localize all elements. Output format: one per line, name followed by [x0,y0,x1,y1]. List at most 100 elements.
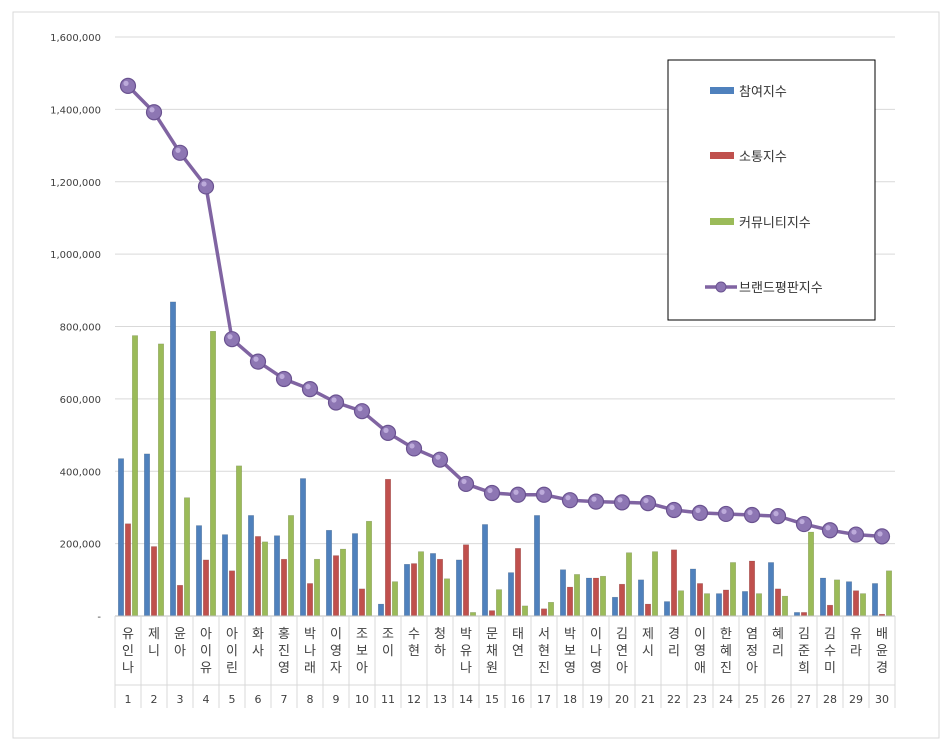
bar-1 [586,577,592,617]
x-category-label: 유 [850,627,862,642]
x-category-label: 린 [226,661,238,676]
line-point-highlight [435,454,441,460]
bar-1 [144,453,150,617]
line-point [275,370,293,388]
x-category-label: 시 [642,644,654,659]
x-category-label: 준 [798,644,810,659]
bar-3 [860,593,866,617]
x-rank-label: 1 [125,693,132,706]
y-tick-label: 1,400,000 [50,105,101,116]
x-category-label: 영 [694,644,706,659]
x-category-label: 진 [538,661,550,676]
bar-3 [496,589,502,617]
x-category-label: 희 [798,661,810,676]
bar-2 [827,604,833,617]
line-point [431,451,449,468]
x-category-label: 니 [148,644,160,659]
line-point [353,403,371,420]
x-rank-label: 14 [459,693,473,706]
x-category-label: 경 [668,627,680,642]
bar-1 [248,515,254,617]
x-category-label: 김 [824,627,836,642]
line-point-highlight [149,107,155,113]
x-category-label: 진 [278,644,290,659]
x-category-label: 혜 [720,644,732,659]
x-rank-label: 7 [281,693,288,706]
bar-2 [255,536,261,617]
bar-2 [619,583,625,617]
bar-2 [281,558,287,617]
line-point [301,381,319,398]
line-point-highlight [565,495,571,501]
bar-2 [151,546,157,617]
bar-3 [834,579,840,617]
y-tick-label: 400,000 [60,467,101,478]
legend-label-2: 소통지수 [739,150,787,165]
bar-1 [300,478,306,617]
x-axis: 유인나1제니2윤아3아이유4아이린5화사6홍진영7박나래8이영자9조보아10조이… [114,615,896,708]
x-category-label: 이 [200,644,212,659]
x-rank-label: 15 [485,693,499,706]
line-point-highlight [877,531,883,537]
line-point [769,508,787,525]
x-category-label: 이 [226,644,238,659]
bar-1 [846,581,852,617]
line-point [457,475,475,493]
bar-2 [515,548,521,617]
bar-2 [671,549,677,617]
bar-2 [385,478,391,617]
bar-3 [652,551,658,617]
bar-2 [775,588,781,617]
x-rank-label: 6 [255,693,262,706]
x-category-label: 유 [200,661,212,676]
x-category-label: 아 [616,661,628,676]
bar-1 [664,601,670,617]
bar-3 [314,558,320,617]
x-rank-label: 29 [849,693,863,706]
bar-3 [548,601,554,617]
bar-2 [567,586,573,617]
x-category-label: 문 [486,627,498,642]
line-point-highlight [123,80,129,86]
line-point [249,353,267,370]
x-category-label: 영 [330,644,342,659]
line-point [561,492,579,509]
bar-3 [782,595,788,617]
x-category-label: 제 [642,627,654,642]
line-point-highlight [487,487,493,494]
bar-1 [456,559,462,617]
bar-2 [541,608,547,617]
x-rank-label: 23 [693,693,707,706]
bar-3 [392,581,398,617]
x-category-label: 조 [356,627,368,642]
bar-1 [404,564,410,617]
x-category-label: 수 [408,627,420,642]
x-category-label: 김 [616,627,628,642]
bar-2 [125,523,131,617]
x-category-label: 나 [122,661,134,676]
bar-3 [730,562,736,617]
bar-1 [508,572,514,617]
line-point [717,505,735,523]
x-category-label: 이 [590,627,602,642]
bar-3 [678,590,684,617]
x-category-label: 현 [408,644,420,659]
x-rank-label: 25 [745,693,759,706]
bar-1 [638,579,644,617]
x-category-label: 애 [694,661,706,676]
bar-3 [262,541,268,617]
bar-1 [118,458,124,617]
bar-2 [593,577,599,617]
x-category-label: 아 [226,627,238,642]
x-rank-label: 21 [641,693,655,706]
x-rank-label: 2 [151,693,158,706]
x-rank-label: 19 [589,693,603,706]
bar-2 [463,544,469,617]
bar-3 [158,343,164,617]
line-point-highlight [539,489,545,495]
bar-1 [170,301,176,617]
x-category-label: 채 [486,644,498,659]
y-tick-label: 1,600,000 [50,33,101,44]
bar-3 [236,465,242,617]
